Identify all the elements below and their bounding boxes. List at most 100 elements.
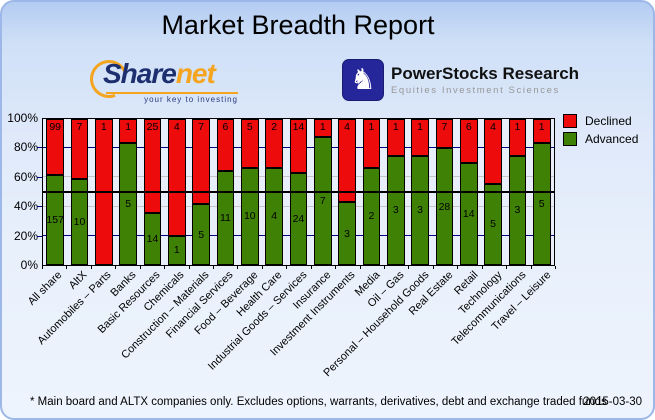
declined-segment (532, 119, 551, 144)
bar-Travel – Leisure: 51 (532, 119, 551, 265)
declined-value-label: 14 (292, 121, 305, 133)
advanced-value-label: 2 (368, 210, 375, 223)
declined-segment (435, 119, 454, 149)
bar-slot: 28 7 (432, 119, 456, 265)
declined-value-label: 25 (146, 121, 159, 133)
x-tick (457, 266, 459, 269)
declined-segment (362, 119, 381, 168)
y-tick-label: 20% (13, 228, 38, 243)
bar-Investment Instruments: 34 (338, 119, 356, 265)
declined-segment (241, 119, 259, 168)
report-date: 2015-03-30 (583, 396, 642, 408)
bar-AltX: 10 7 (70, 119, 89, 265)
advanced-segment (192, 204, 210, 265)
bar-slot: 157 99 (43, 119, 67, 265)
advanced-value-label: 4 (271, 210, 278, 223)
x-tick (335, 266, 337, 269)
footnote: * Main board and ALTX companies only. Ex… (30, 396, 607, 408)
declined-value-label: 7 (76, 121, 83, 133)
x-tick (164, 266, 166, 269)
advanced-segment (46, 175, 64, 265)
x-tick (90, 266, 92, 269)
y-tick (37, 206, 42, 208)
legend-label: Declined (585, 114, 632, 128)
powerstocks-name: PowerStocks Research (391, 64, 580, 83)
x-tick (115, 266, 117, 269)
declined-value-label: 1 (125, 121, 132, 133)
declined-value-label: 4 (344, 121, 351, 133)
x-tick (310, 266, 312, 269)
bar-Industrial Goods – Services: 24 14 (289, 119, 308, 265)
declined-segment (338, 119, 356, 203)
declined-value-label: 2 (271, 121, 278, 133)
advanced-value-label: 157 (46, 214, 64, 227)
x-tick (506, 266, 508, 269)
advanced-value-label: 1 (173, 244, 180, 257)
x-tick (432, 266, 434, 269)
plot-area: 157 99 10 7 1 5 1 14 25 1 4 5 7 11 6 10 5 4 2 24 14 7 1 3 4 2 1 3 1 3… (42, 118, 555, 266)
x-tick (408, 266, 410, 269)
bar-slot: 10 7 (67, 119, 91, 265)
advanced-value-label: 14 (146, 232, 159, 245)
advanced-value-label: 14 (462, 207, 475, 220)
declined-value-label: 5 (246, 121, 253, 133)
declined-value-label: 1 (392, 121, 399, 133)
chess-knight-icon: ♞ (342, 59, 384, 101)
advanced-value-label: 11 (220, 211, 231, 224)
advanced-segment (435, 148, 454, 265)
advanced-segment (168, 235, 186, 265)
x-tick (286, 266, 288, 269)
advanced-value-label: 10 (73, 216, 86, 229)
bar-Personal – Household Goods: 31 (411, 119, 429, 265)
sharenet-wordmark: Sharenet (103, 58, 216, 90)
bar-Retail: 14 6 (459, 119, 478, 265)
declined-segment (314, 119, 332, 138)
x-tick (384, 266, 385, 269)
advanced-segment (532, 143, 551, 265)
bar-Construction – Materials: 57 (192, 119, 210, 265)
advanced-segment (411, 155, 429, 265)
declined-segment (265, 119, 283, 168)
bar-slot: 11 6 (213, 119, 237, 265)
x-tick (213, 266, 214, 269)
powerstocks-logo: ♞ PowerStocks Research Equities Investme… (342, 59, 579, 101)
advanced-segment (143, 212, 162, 265)
advanced-value-label: 3 (344, 227, 351, 240)
gridline-50 (43, 191, 554, 193)
y-tick (37, 176, 42, 178)
declined-segment (289, 119, 308, 173)
advanced-value-label: 10 (243, 210, 256, 223)
sharenet-tagline: your key to investing (144, 95, 238, 104)
bar-Oil – Gas: 31 (386, 119, 405, 265)
footer: * Main board and ALTX companies only. Ex… (2, 396, 653, 412)
y-tick-label: 0% (20, 258, 38, 272)
advanced-segment (386, 155, 405, 265)
advanced-value-label: 5 (490, 218, 496, 231)
declined-value-label: 1 (319, 121, 326, 133)
advanced-value-label: 5 (125, 198, 132, 211)
chart-legend: Declined Advanced (563, 112, 638, 148)
advanced-value-label: 28 (438, 200, 451, 213)
declined-segment (168, 119, 186, 236)
bar-Real Estate: 28 7 (435, 119, 454, 265)
advanced-value-label: 5 (538, 198, 545, 211)
x-tick (188, 266, 190, 269)
bar-slot: 24 14 (286, 119, 310, 265)
y-tick-label: 100% (7, 111, 38, 125)
bar-slot: 14 25 (140, 119, 164, 265)
advanced-segment (484, 183, 502, 265)
x-tick (237, 266, 239, 269)
y-tick (37, 235, 42, 237)
